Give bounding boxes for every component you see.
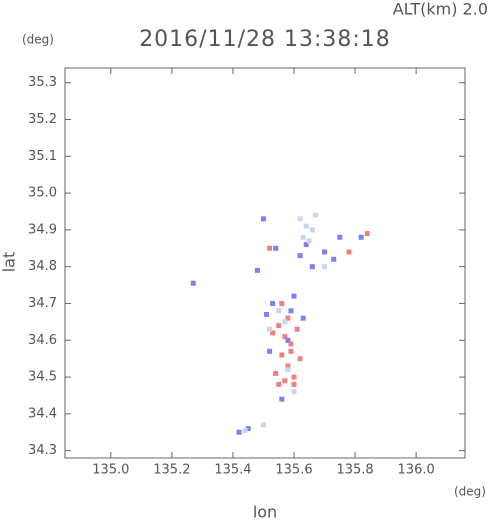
y-tick-label: 34.4 xyxy=(28,406,57,421)
x-unit: (deg) xyxy=(454,485,486,499)
y-tick-label: 34.6 xyxy=(28,333,57,348)
echo-point xyxy=(322,249,328,255)
annotation: ALT(km) 2.0 xyxy=(393,0,488,19)
echo-point xyxy=(309,227,315,233)
echo-point xyxy=(300,234,306,240)
echo-point xyxy=(312,212,318,218)
echo-point xyxy=(285,367,291,373)
echo-point xyxy=(282,334,288,340)
echo-point xyxy=(309,264,315,270)
echo-point xyxy=(288,348,294,354)
echo-point xyxy=(190,280,196,286)
echo-point xyxy=(291,374,297,380)
y-tick-label: 35.0 xyxy=(28,186,57,201)
y-tick-label: 34.9 xyxy=(28,222,57,237)
echo-point xyxy=(291,389,297,395)
echo-point xyxy=(364,231,370,237)
echo-point xyxy=(279,396,285,402)
x-tick-label: 135.6 xyxy=(275,463,312,478)
echo-point xyxy=(260,216,266,222)
echo-point xyxy=(242,427,248,433)
echo-point xyxy=(322,264,328,270)
echo-point xyxy=(282,319,288,325)
echo-point xyxy=(306,238,312,244)
echo-point xyxy=(346,249,352,255)
y-tick-label: 34.5 xyxy=(28,370,57,385)
x-tick-label: 135.4 xyxy=(214,463,251,478)
echo-point xyxy=(260,422,266,428)
echo-point xyxy=(276,323,282,329)
x-tick-label: 135.8 xyxy=(336,463,373,478)
echo-point xyxy=(288,308,294,314)
echo-point xyxy=(285,363,291,369)
echo-point xyxy=(276,308,282,314)
echo-point xyxy=(279,300,285,306)
y-tick-label: 35.3 xyxy=(28,75,57,90)
echo-point xyxy=(288,341,294,347)
echo-point xyxy=(282,378,288,384)
plot-frame xyxy=(64,67,466,459)
echo-point xyxy=(285,337,291,343)
echo-point xyxy=(267,245,273,251)
echo-point xyxy=(273,370,279,376)
y-tick-label: 34.7 xyxy=(28,296,57,311)
x-tick-label: 135.2 xyxy=(153,463,190,478)
y-tick-label: 34.8 xyxy=(28,259,57,274)
echo-point xyxy=(267,348,273,354)
echo-point xyxy=(297,216,303,222)
echo-point xyxy=(254,267,260,273)
echo-point xyxy=(285,315,291,321)
x-tick-label: 135.0 xyxy=(92,463,129,478)
chart-title: 2016/11/28 13:38:18 xyxy=(139,27,391,52)
echo-point xyxy=(279,352,285,358)
echo-point xyxy=(303,223,309,229)
echo-point xyxy=(291,293,297,299)
echo-point xyxy=(236,429,242,435)
y-tick-label: 34.3 xyxy=(28,443,57,458)
echo-point xyxy=(297,356,303,362)
echo-point xyxy=(276,381,282,387)
echo-point xyxy=(245,426,251,432)
x-tick-label: 136.0 xyxy=(398,463,435,478)
echo-point xyxy=(337,234,343,240)
y-unit: (deg) xyxy=(22,33,54,47)
y-tick-label: 35.1 xyxy=(28,149,57,164)
echo-point xyxy=(270,300,276,306)
echo-point xyxy=(300,315,306,321)
echo-point xyxy=(267,326,273,332)
echo-point xyxy=(303,242,309,248)
echo-point xyxy=(264,312,270,318)
echo-point xyxy=(297,253,303,259)
echo-point xyxy=(331,256,337,262)
echo-point xyxy=(294,326,300,332)
x-axis-label: lon xyxy=(253,503,277,521)
echo-point xyxy=(273,245,279,251)
echo-point xyxy=(270,330,276,336)
y-tick-label: 35.2 xyxy=(28,112,57,127)
echo-point xyxy=(358,234,364,240)
echo-point xyxy=(291,381,297,387)
y-axis-label: lat xyxy=(0,252,19,273)
